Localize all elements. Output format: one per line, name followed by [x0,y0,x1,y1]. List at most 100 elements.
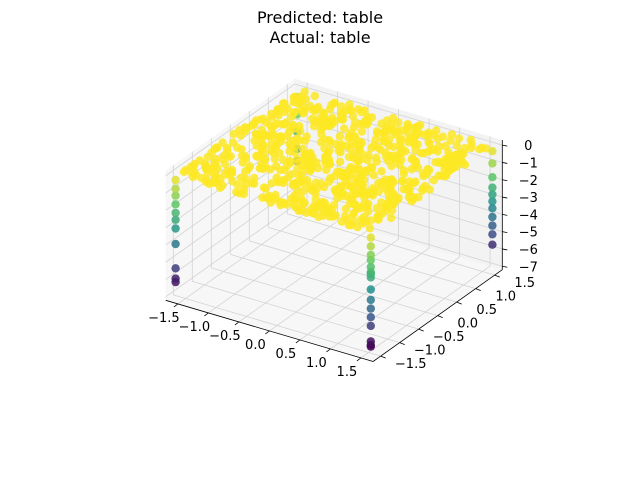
x-tick-label: −1.0 [179,320,211,335]
grid-line [287,213,495,276]
tabletop-point [215,183,225,192]
x-tick-mark [234,321,240,326]
z-tick-label: −6 [519,243,538,258]
tabletop-point [282,200,291,209]
front-left-leg-point [171,224,180,233]
front-right-leg-point [366,304,375,313]
tabletop-point [203,152,212,162]
tabletop-point [353,222,362,232]
tabletop-point [365,224,375,233]
z-tick-mark [502,162,508,164]
tabletop-point [433,134,442,143]
x-tick-mark [326,348,331,353]
back-right-leg-point [488,197,497,206]
tabletop-point [267,179,276,188]
y-tick-label: −1.5 [395,357,427,372]
tabletop-point [420,130,429,140]
y-tick-mark [399,342,405,345]
tabletop-point [363,155,372,165]
tabletop-point [239,189,249,199]
z-tick-mark [502,213,508,216]
tabletop-point [357,127,367,136]
grid-line [165,204,296,298]
x-tick-label: −0.5 [209,329,241,344]
tabletop-point [296,127,305,136]
tabletop-point [460,160,470,169]
tabletop-point [241,167,250,176]
y-tick-label: −0.5 [433,330,465,345]
tabletop-point [419,171,428,181]
back-right-leg-point [488,204,497,213]
front-right-leg-point [366,250,375,260]
tabletop-point [259,164,268,174]
back-right-leg-point [488,159,497,168]
back-right-leg-point [488,230,497,239]
tabletop-point [341,204,351,213]
tabletop-point [386,213,396,223]
tabletop-point [205,179,214,189]
tabletop-point [280,120,289,129]
tabletop-point [299,186,308,196]
tabletop-point [266,198,275,207]
back-right-leg-point [488,183,497,192]
z-tick-label: −1 [519,156,538,171]
grid-line [249,240,457,303]
front-left-leg-point [171,200,180,209]
tabletop-point [268,132,277,141]
tabletop-point [356,120,366,129]
tabletop-point [233,180,242,189]
back-right-leg-point [488,147,497,156]
z-tick-label: −3 [519,191,538,206]
z-tick-mark [502,196,508,199]
grid-line [330,256,460,350]
tabletop-point [374,215,383,224]
y-tick-mark [494,274,500,278]
tabletop-point [360,193,369,202]
front-right-leg-point [366,321,375,331]
x-tick-mark [204,312,209,317]
tabletop-point [336,148,345,157]
tabletop-point [407,197,416,206]
x-tick-label: 1.0 [306,356,327,371]
tabletop-point [374,187,384,196]
tabletop-point [377,167,386,176]
tabletop-point [278,155,288,164]
x-tick-mark [356,357,362,362]
front-right-leg-point [366,262,375,272]
front-left-leg-point [171,191,180,200]
front-right-leg-point [366,285,375,294]
tabletop-point [261,184,270,193]
x-tick-mark [295,339,301,344]
y-tick-mark [418,328,424,332]
tabletop-point [335,132,345,141]
tabletop-point [344,220,353,230]
x-tick-mark [265,330,270,335]
tabletop-point [440,172,449,181]
tabletop-point [309,122,319,131]
tabletop-point [295,206,304,216]
tabletop-point [367,143,376,153]
tabletop-point [433,147,442,156]
back-right-leg-point [488,190,497,199]
tabletop-point [387,161,396,171]
tabletop-point [229,129,238,139]
grid-line [299,247,430,341]
tabletop-point [310,91,319,101]
tabletop-point [188,172,198,182]
tabletop-point [337,115,347,124]
tabletop-point [403,128,412,137]
back-right-leg-point [488,240,497,249]
tabletop-point [310,107,320,116]
x-tick-label: 1.5 [337,365,358,380]
front-right-leg-point [366,295,375,305]
z-tick-label: −2 [519,174,538,189]
z-tick-label: −4 [519,208,538,223]
tabletop-point [418,186,427,195]
front-right-leg-point [366,337,375,346]
tabletop-point [236,131,245,140]
tabletop-point [322,165,331,174]
tabletop-point [407,165,416,174]
x-tick-label: −1.5 [148,311,180,326]
grid-line [294,83,503,146]
